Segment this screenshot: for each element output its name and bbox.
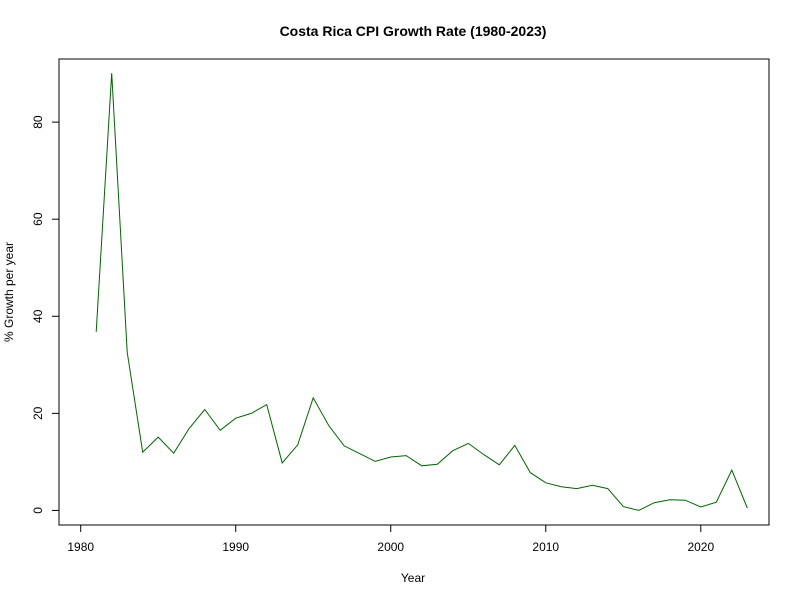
y-tick-label: 40	[31, 309, 45, 323]
chart-title: Costa Rica CPI Growth Rate (1980-2023)	[280, 23, 547, 39]
x-axis: 1980 1990 2000 2010 2020	[67, 525, 714, 554]
y-axis: 0 20 40 60 80	[31, 115, 59, 514]
y-axis-label: % Growth per year	[2, 242, 16, 342]
y-tick-label: 0	[31, 507, 45, 514]
x-tick-label: 2010	[532, 540, 559, 554]
y-tick-label: 80	[31, 115, 45, 129]
series-line	[95, 73, 748, 511]
y-tick-label: 20	[31, 406, 45, 420]
x-axis-label: Year	[401, 571, 425, 585]
y-tick-label: 60	[31, 212, 45, 226]
x-tick-label: 1990	[222, 540, 249, 554]
plot-frame	[58, 58, 770, 526]
x-tick-label: 1980	[67, 540, 94, 554]
series-points	[95, 72, 749, 512]
x-tick-label: 2020	[687, 540, 714, 554]
x-tick-label: 2000	[377, 540, 404, 554]
